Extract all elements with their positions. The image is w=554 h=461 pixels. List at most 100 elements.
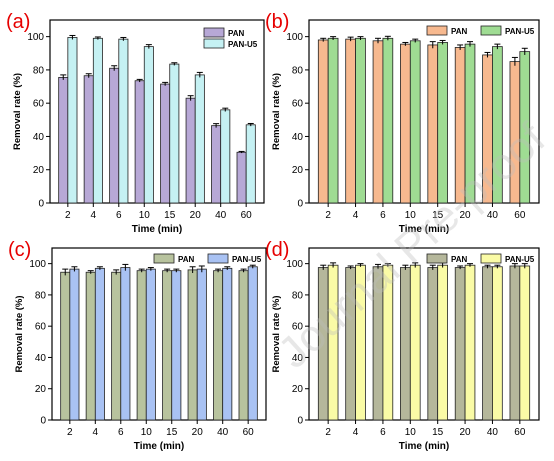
x-tick-label: 6 — [118, 427, 124, 438]
y-tick-label: 40 — [292, 353, 304, 364]
legend-label-pan-u5: PAN-U5 — [232, 255, 262, 264]
legend-swatch-pan-u5 — [480, 253, 502, 264]
bar-pan-u5-15 — [437, 42, 448, 204]
bar-pan-15 — [160, 83, 171, 204]
x-tick-label: 6 — [380, 427, 386, 438]
bar-pan-2 — [60, 271, 71, 421]
plot-frame — [308, 247, 540, 421]
x-tick-label: 40 — [487, 427, 499, 438]
bar-pan-40 — [482, 266, 493, 421]
panel-label: (c) — [8, 239, 31, 261]
chart-panel-1: 0 20 40 60 80 100 2 4 6 10 15 20 40 60 Time (min) Remov… — [6, 11, 265, 235]
x-tick-label: 4 — [93, 427, 99, 438]
bar-pan-40 — [211, 125, 222, 204]
bar-pan-u5-40 — [220, 109, 231, 204]
legend-swatch-pan — [203, 27, 225, 38]
y-tick-label: 100 — [27, 32, 44, 43]
x-axis-label: Time (min) — [399, 224, 449, 235]
y-tick-label: 100 — [286, 32, 303, 43]
bar-pan-u5-10 — [145, 268, 156, 421]
y-tick-label: 0 — [297, 199, 303, 210]
bar-pan-u5-15 — [169, 63, 180, 204]
panel-label: (a) — [6, 11, 30, 33]
x-tick-label: 60 — [514, 210, 526, 221]
y-tick-label: 40 — [35, 353, 47, 364]
x-tick-label: 4 — [91, 210, 97, 221]
y-tick-label: 60 — [33, 99, 45, 110]
x-tick-label: 2 — [325, 210, 331, 221]
x-tick-label: 2 — [325, 427, 331, 438]
y-tick-label: 20 — [292, 165, 304, 176]
legend-label-pan-u5: PAN-U5 — [505, 255, 535, 264]
y-axis-label: Removal rate (%) — [271, 73, 282, 150]
y-tick-label: 0 — [38, 199, 44, 210]
y-tick-label: 0 — [40, 416, 46, 427]
legend-swatch-pan — [153, 253, 175, 264]
bar-pan-u5-2 — [327, 37, 339, 204]
bar-pan-u5-60 — [519, 265, 531, 421]
bar-pan-15 — [427, 44, 439, 204]
x-tick-label: 15 — [432, 427, 444, 438]
bar-pan-15 — [162, 270, 173, 421]
x-tick-label: 10 — [141, 427, 153, 438]
bar-pan-u5-6 — [120, 267, 131, 421]
bar-pan-2 — [317, 39, 329, 204]
x-tick-label: 6 — [380, 210, 386, 221]
y-tick-label: 0 — [297, 416, 303, 427]
bar-pan-u5-40 — [492, 266, 503, 421]
legend-swatch-pan-u5 — [480, 25, 502, 36]
bar-pan-10 — [136, 270, 147, 421]
x-tick-label: 20 — [460, 427, 472, 438]
legend-label-pan: PAN — [451, 255, 468, 264]
y-tick-label: 20 — [33, 165, 45, 176]
x-tick-label: 2 — [65, 210, 71, 221]
bar-pan-20 — [185, 97, 196, 204]
legend-swatch-pan — [426, 25, 448, 36]
legend-label-pan: PAN — [451, 27, 468, 36]
legend-label-pan-u5: PAN-U5 — [228, 40, 258, 49]
x-tick-label: 2 — [67, 427, 73, 438]
x-tick-label: 40 — [215, 210, 227, 221]
y-tick-label: 100 — [29, 259, 46, 270]
bar-pan-40 — [213, 270, 224, 421]
chart-panel-4: 0 20 40 60 80 100 2 4 6 10 15 20 40 60 Time (min) Remov… — [265, 239, 540, 452]
chart-panel-3: 0 20 40 60 80 100 2 4 6 10 15 20 40 60 Time (min) Remov… — [8, 239, 267, 452]
bar-pan-6 — [111, 271, 122, 421]
bar-pan-u5-60 — [247, 266, 258, 421]
bar-pan-u5-6 — [382, 37, 394, 204]
bar-pan-60 — [509, 265, 521, 421]
bar-pan-60 — [238, 270, 249, 421]
panel-label: (d) — [265, 239, 289, 261]
bar-pan-4 — [85, 271, 96, 421]
x-tick-label: 60 — [514, 427, 526, 438]
bar-pan-4 — [83, 75, 94, 204]
x-tick-label: 60 — [241, 210, 253, 221]
bar-pan-u5-2 — [67, 37, 78, 204]
bar-pan-60 — [236, 151, 247, 204]
x-tick-label: 6 — [116, 210, 122, 221]
x-axis-label: Time (min) — [134, 441, 184, 452]
bar-pan-u5-15 — [171, 270, 182, 421]
y-tick-label: 20 — [292, 384, 304, 395]
bar-pan-u5-20 — [194, 74, 205, 204]
y-tick-label: 60 — [292, 322, 304, 333]
x-tick-label: 60 — [243, 427, 255, 438]
x-tick-label: 20 — [190, 210, 202, 221]
bar-pan-6 — [372, 40, 384, 204]
x-tick-label: 10 — [405, 210, 417, 221]
bar-pan-10 — [400, 43, 411, 204]
x-axis-label: Time (min) — [132, 224, 182, 235]
bar-pan-4 — [345, 38, 356, 204]
x-tick-label: 40 — [487, 210, 499, 221]
x-tick-label: 20 — [192, 427, 204, 438]
chart-panel-2: 0 20 40 60 80 100 2 4 6 10 15 20 40 60 Time (min) Remov… — [265, 11, 540, 235]
y-axis-label: Removal rate (%) — [14, 295, 25, 372]
bar-pan-u5-4 — [355, 37, 366, 204]
y-axis-label: Removal rate (%) — [12, 73, 23, 150]
x-tick-label: 10 — [405, 427, 417, 438]
legend-label-pan: PAN — [228, 29, 245, 38]
y-tick-label: 60 — [35, 322, 47, 333]
y-tick-label: 80 — [292, 65, 304, 76]
y-tick-label: 80 — [35, 290, 47, 301]
